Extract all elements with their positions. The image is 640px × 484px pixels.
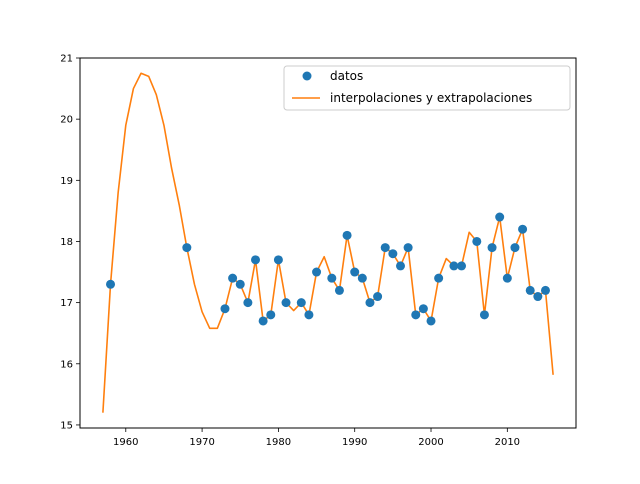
x-tick-label: 1960 — [113, 437, 138, 448]
data-point-datos — [251, 255, 261, 265]
plot-frame — [79, 57, 577, 429]
x-tick-label: 2000 — [418, 437, 443, 448]
data-point-datos — [479, 310, 489, 320]
x-tick-label: 2010 — [495, 437, 520, 448]
data-point-datos — [342, 230, 352, 240]
data-point-datos — [449, 261, 459, 271]
data-point-datos — [106, 279, 116, 289]
legend-marker-datos — [302, 71, 312, 81]
data-point-datos — [228, 273, 238, 283]
data-point-datos — [304, 310, 314, 320]
data-point-datos — [273, 255, 283, 265]
legend-label-datos: datos — [330, 69, 363, 83]
data-point-datos — [395, 261, 405, 271]
data-point-datos — [327, 273, 337, 283]
data-point-datos — [518, 224, 528, 234]
data-point-datos — [533, 292, 543, 302]
data-point-datos — [495, 212, 505, 222]
data-point-datos — [357, 273, 367, 283]
y-tick-label: 21 — [60, 54, 73, 65]
x-tick-label: 1970 — [189, 437, 214, 448]
y-tick-label: 19 — [60, 176, 73, 187]
y-tick-label: 20 — [60, 115, 73, 126]
y-tick-label: 15 — [60, 420, 73, 431]
legend-box — [283, 65, 571, 111]
x-tick-label: 1980 — [266, 437, 291, 448]
data-point-datos — [434, 273, 444, 283]
data-point-datos — [296, 298, 306, 308]
data-point-datos — [418, 304, 428, 314]
data-point-datos — [426, 316, 436, 326]
data-point-datos — [182, 243, 192, 253]
x-tick-label: 1990 — [342, 437, 367, 448]
data-point-datos — [525, 285, 535, 295]
data-point-datos — [540, 285, 550, 295]
data-point-datos — [457, 261, 467, 271]
y-tick-label: 18 — [60, 237, 73, 248]
y-tick-label: 16 — [60, 359, 73, 370]
axis-layer: 1960 1970 1980 1990 2000 2010 15 16 17 18 19 20 21 — [60, 54, 520, 449]
data-point-datos — [380, 243, 390, 253]
data-point-datos — [350, 267, 360, 277]
data-point-datos — [243, 298, 253, 308]
data-point-datos — [258, 316, 268, 326]
data-point-datos — [281, 298, 291, 308]
data-point-datos — [312, 267, 322, 277]
legend-label-interpolaciones: interpolaciones y extrapolaciones — [330, 91, 532, 105]
data-point-datos — [334, 285, 344, 295]
data-point-datos — [403, 243, 413, 253]
series-line-interpolaciones — [102, 72, 554, 413]
data-point-datos — [502, 273, 512, 283]
data-point-datos — [373, 292, 383, 302]
data-point-datos — [411, 310, 421, 320]
data-point-datos — [510, 243, 520, 253]
data-point-datos — [472, 236, 482, 246]
data-point-datos — [220, 304, 230, 314]
y-tick-label: 17 — [60, 298, 73, 309]
data-point-datos — [365, 298, 375, 308]
data-point-datos — [388, 249, 398, 259]
data-point-datos — [235, 279, 245, 289]
data-point-datos — [487, 243, 497, 253]
data-point-datos — [266, 310, 276, 320]
series-layer — [102, 72, 554, 413]
legend: datos interpolaciones y extrapolaciones — [283, 65, 571, 111]
